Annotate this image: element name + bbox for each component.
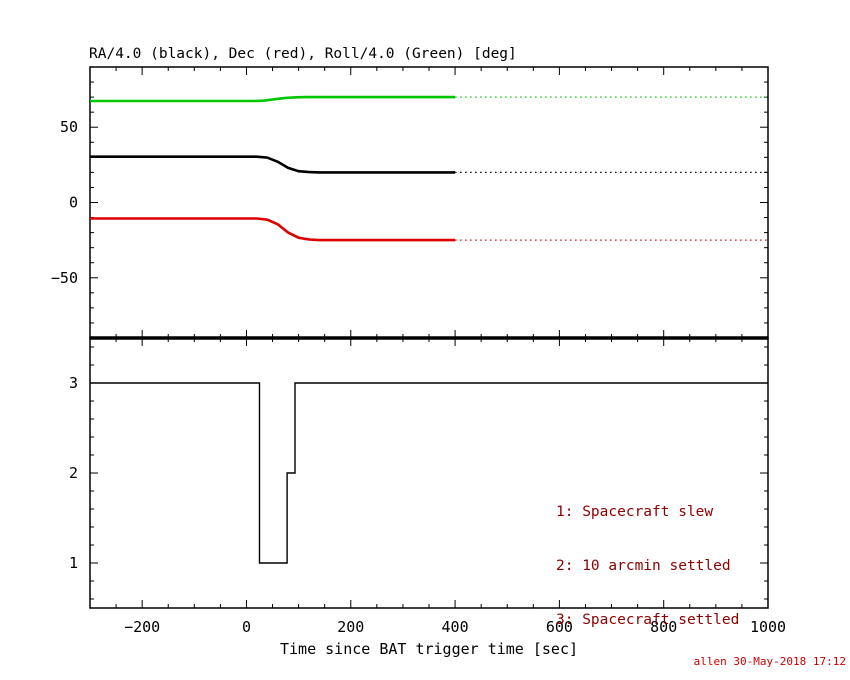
legend-item-10arcmin-settled: 2: 10 arcmin settled — [556, 558, 731, 574]
y-tick-label: −50 — [51, 269, 78, 287]
x-tick-label: 400 — [442, 618, 469, 636]
series-roll-div4 — [90, 95, 456, 103]
x-tick-label: 800 — [650, 618, 677, 636]
plot-footer-timestamp: allen 30-May-2018 17:12 — [693, 655, 846, 668]
x-tick-label: 1000 — [750, 618, 786, 636]
x-tick-label: −200 — [124, 618, 160, 636]
y-tick-label: 1 — [69, 554, 78, 572]
series-ra-div4 — [90, 155, 456, 174]
state-legend: 1: Spacecraft slew 2: 10 arcmin settled … — [556, 467, 739, 665]
legend-item-spacecraft-settled: 3: Spacecraft settled — [556, 612, 740, 628]
y-tick-label: 50 — [60, 118, 78, 136]
y-tick-label: 3 — [69, 374, 78, 392]
series-settled-state — [90, 382, 768, 564]
y-tick-label: 2 — [69, 464, 78, 482]
panel-frame — [89, 66, 769, 339]
y-tick-label: 0 — [69, 194, 78, 212]
chart-title: RA/4.0 (black), Dec (red), Roll/4.0 (Gre… — [89, 46, 517, 62]
series-dec — [90, 217, 456, 242]
x-tick-label: 600 — [546, 618, 573, 636]
x-tick-label: 200 — [337, 618, 364, 636]
x-tick-label: 0 — [242, 618, 251, 636]
x-axis-label: Time since BAT trigger time [sec] — [279, 640, 578, 658]
legend-item-slew: 1: Spacecraft slew — [556, 504, 714, 520]
